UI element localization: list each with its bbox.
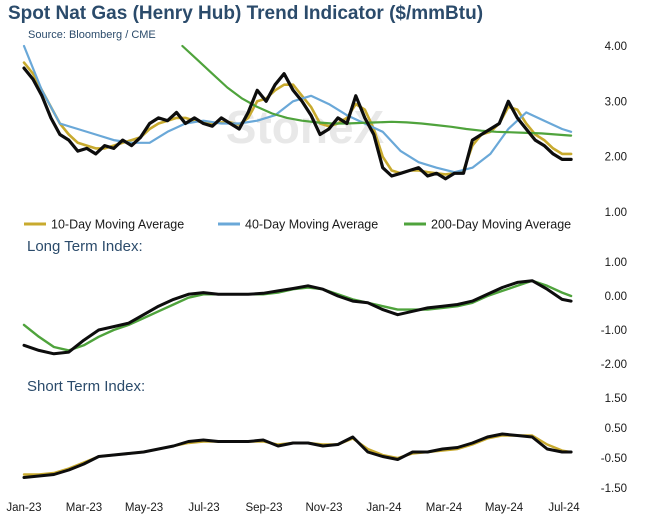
x-tick-label: May-23 — [125, 502, 163, 514]
y-tick-label: -0.50 — [601, 453, 627, 465]
y-tick-label: 1.50 — [605, 393, 627, 405]
x-tick-label: Jan-23 — [6, 502, 41, 514]
series-line-price — [22, 66, 573, 181]
legend-label-ma40: 40-Day Moving Average — [245, 218, 378, 232]
price-chart-legend: 10-Day Moving Average 40-Day Moving Avera… — [24, 218, 571, 232]
legend-label-ma200: 200-Day Moving Average — [431, 218, 571, 232]
long-term-index-label: Long Term Index: — [27, 238, 143, 255]
y-tick-label: 2.00 — [605, 152, 627, 164]
series-line-price — [22, 279, 573, 356]
series-line-price — [22, 432, 573, 479]
y-tick-label: -1.00 — [601, 325, 627, 337]
x-tick-label: Jan-24 — [366, 502, 402, 514]
legend-label-ma10: 10-Day Moving Average — [51, 218, 184, 232]
short-term-index-label: Short Term Index: — [27, 378, 146, 395]
series-line-ma200 — [22, 279, 573, 352]
series-line-ma40 — [22, 44, 573, 174]
x-axis: Jan-23 Mar-23 May-23 Jul-23 Sep-23 Nov-23 Jan-… — [6, 502, 580, 514]
x-tick-label: Mar-23 — [66, 502, 102, 514]
x-tick-label: Nov-23 — [305, 502, 342, 514]
x-tick-label: Sep-23 — [245, 502, 282, 514]
y-tick-label: 0.50 — [605, 423, 627, 435]
y-tick-label: 1.00 — [605, 257, 627, 269]
x-tick-label: May-24 — [485, 502, 524, 514]
x-tick-label: Mar-24 — [426, 502, 463, 514]
y-tick-label: 3.00 — [605, 96, 627, 108]
y-tick-label: -2.00 — [601, 359, 627, 371]
y-tick-label: 0.00 — [605, 291, 627, 303]
x-tick-label: Jul-24 — [548, 502, 580, 514]
chart-title: Spot Nat Gas (Henry Hub) Trend Indicator… — [8, 3, 484, 24]
series-line-ma200 — [181, 44, 573, 137]
y-tick-label: -1.50 — [601, 483, 627, 495]
chart-source: Source: Bloomberg / CME — [28, 29, 156, 41]
x-tick-label: Jul-23 — [188, 502, 219, 514]
y-tick-label: 1.00 — [605, 207, 627, 219]
y-tick-label: 4.00 — [605, 41, 627, 53]
